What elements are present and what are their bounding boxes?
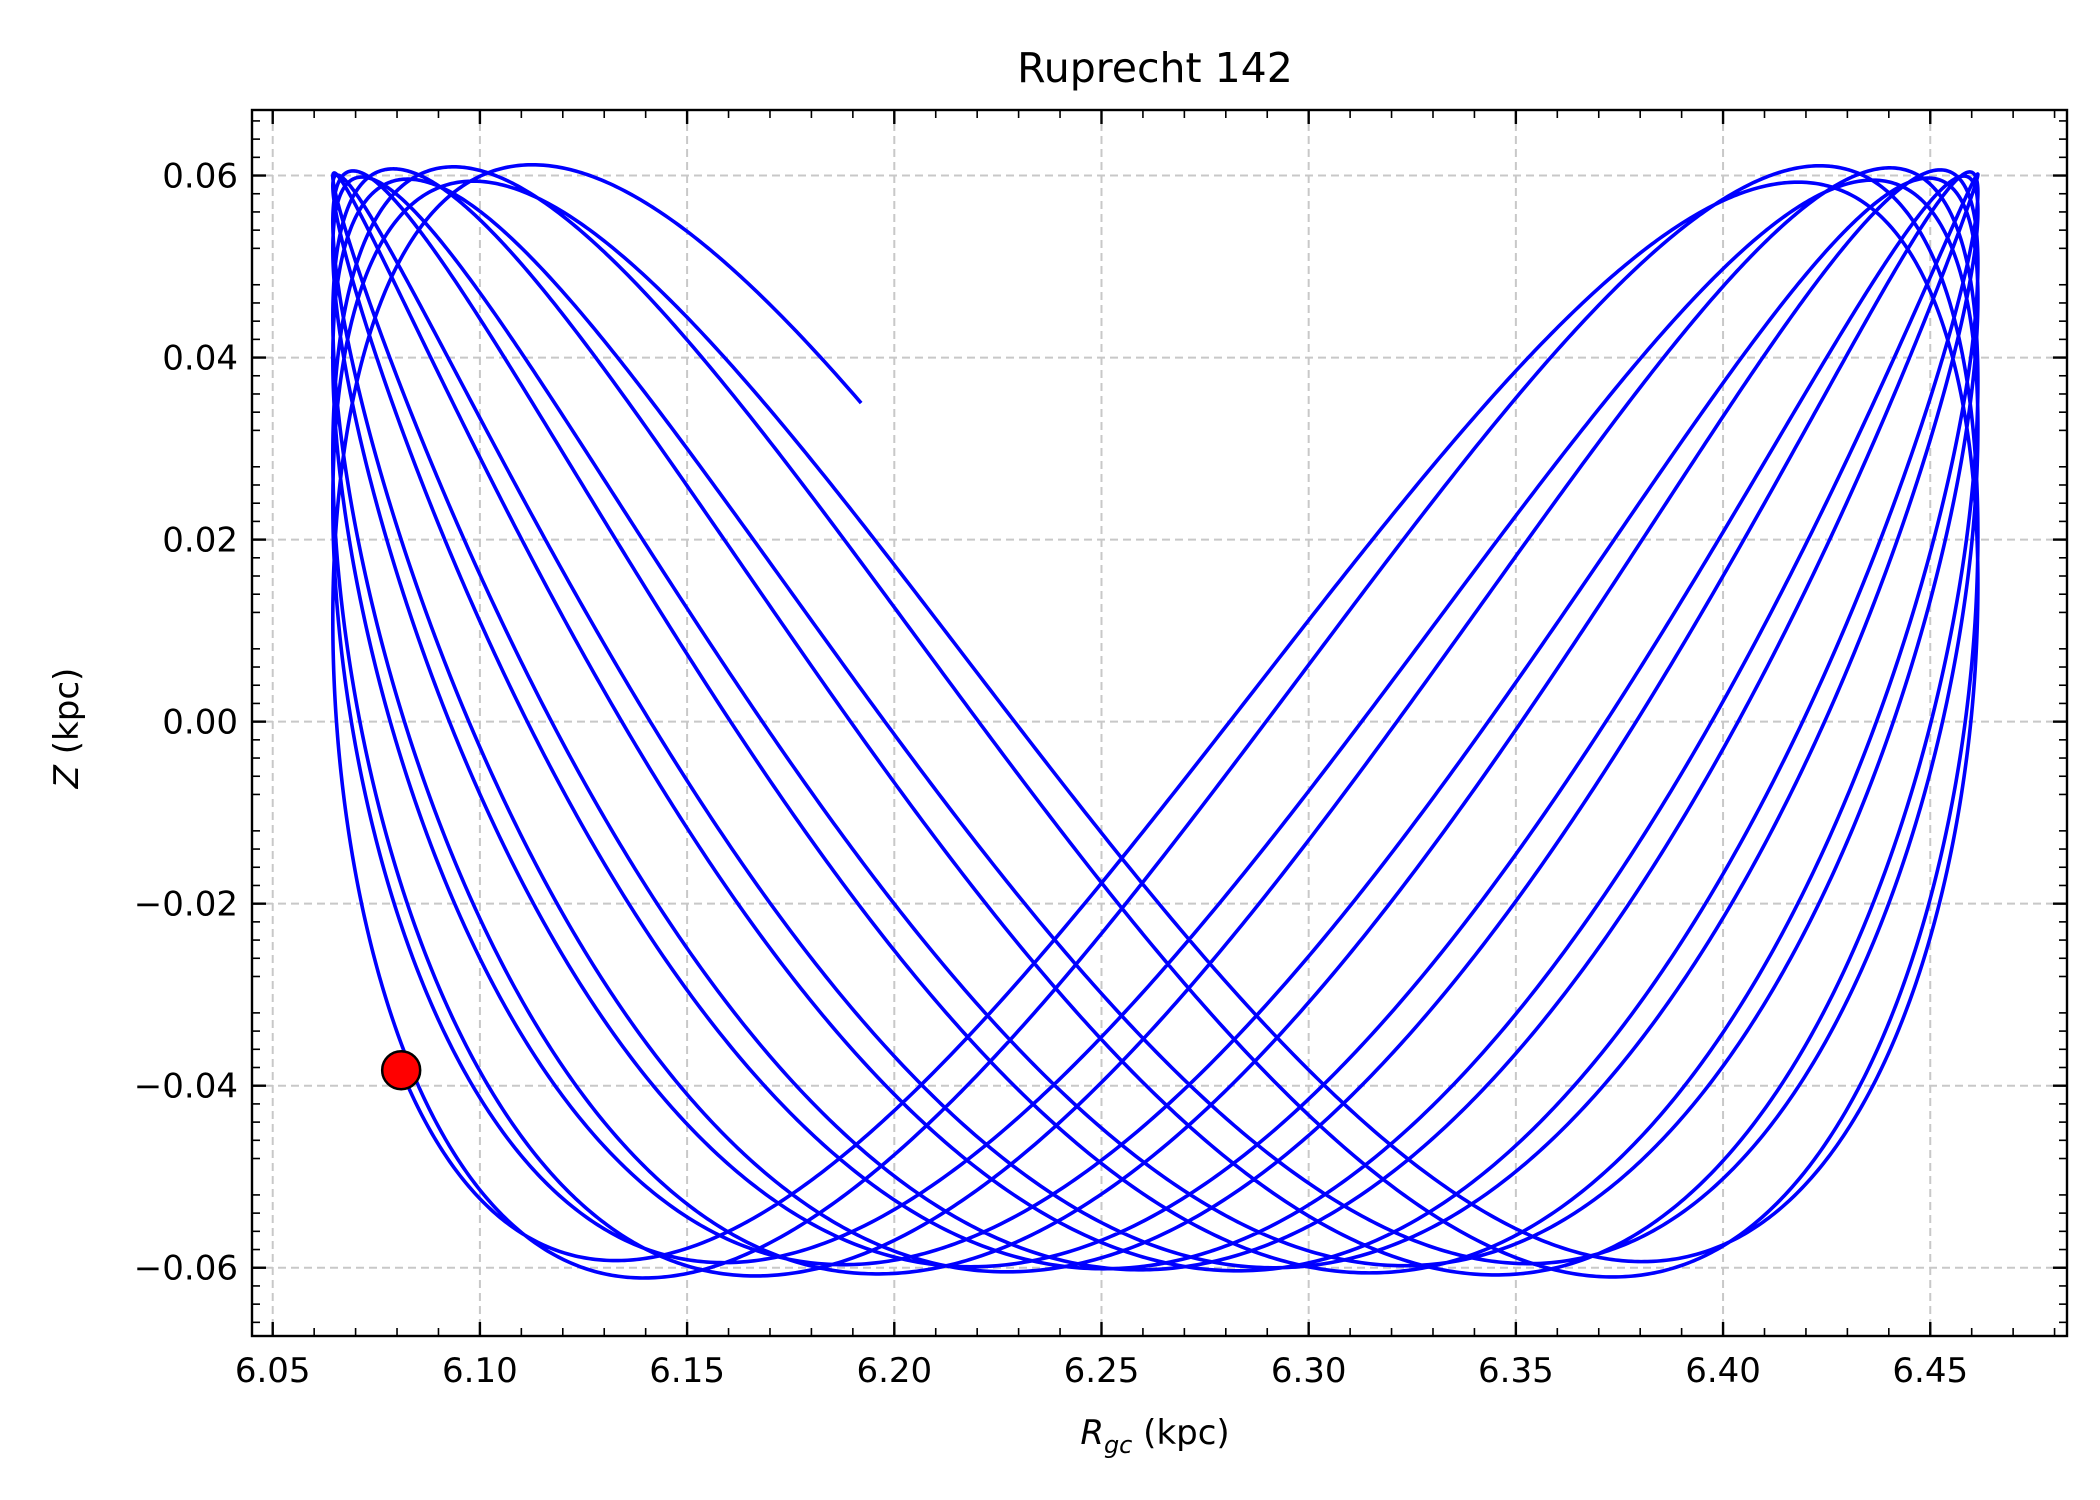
y-tick-label: 0.00: [162, 703, 238, 743]
y-tick-label: −0.06: [134, 1249, 238, 1289]
position-marker: [380, 1049, 422, 1091]
x-axis-label: Rgc (kpc): [1080, 1413, 1229, 1459]
y-tick-label: −0.04: [134, 1067, 238, 1107]
x-tick-label: 6.10: [442, 1351, 518, 1391]
x-tick-label: 6.15: [649, 1351, 725, 1391]
x-tick-label: 6.40: [1685, 1351, 1761, 1391]
y-tick-label: 0.04: [162, 339, 238, 379]
x-tick-label: 6.30: [1271, 1351, 1347, 1391]
tick-labels: 6.05 6.10 6.15 6.20 6.25 6.30 6.35 6.40 6.45 0.06…: [134, 157, 1968, 1391]
y-tick-label: 0.06: [162, 157, 238, 197]
current-position: [380, 1049, 422, 1091]
y-axis-symbol: Z: [47, 764, 87, 789]
y-axis-label: Z (kpc): [47, 668, 87, 790]
x-tick-label: 6.35: [1478, 1351, 1554, 1391]
x-axis-symbol: R: [1080, 1413, 1104, 1453]
chart-title: Ruprecht 142: [1017, 44, 1293, 92]
x-tick-label: 6.05: [235, 1351, 311, 1391]
x-tick-label: 6.25: [1064, 1351, 1140, 1391]
axis-ticks: [252, 110, 2067, 1336]
plot-frame: [250, 108, 2069, 1338]
y-axis-unit: (kpc): [47, 668, 87, 765]
orbit-track: [331, 162, 1980, 1280]
x-tick-label: 6.20: [856, 1351, 932, 1391]
x-axis-unit: (kpc): [1132, 1413, 1229, 1453]
x-axis-subscript: gc: [1104, 1431, 1132, 1459]
y-tick-label: 0.02: [162, 521, 238, 561]
x-tick-label: 6.45: [1892, 1351, 1968, 1391]
orbit-line: [331, 162, 1980, 1280]
y-tick-label: −0.02: [134, 885, 238, 925]
